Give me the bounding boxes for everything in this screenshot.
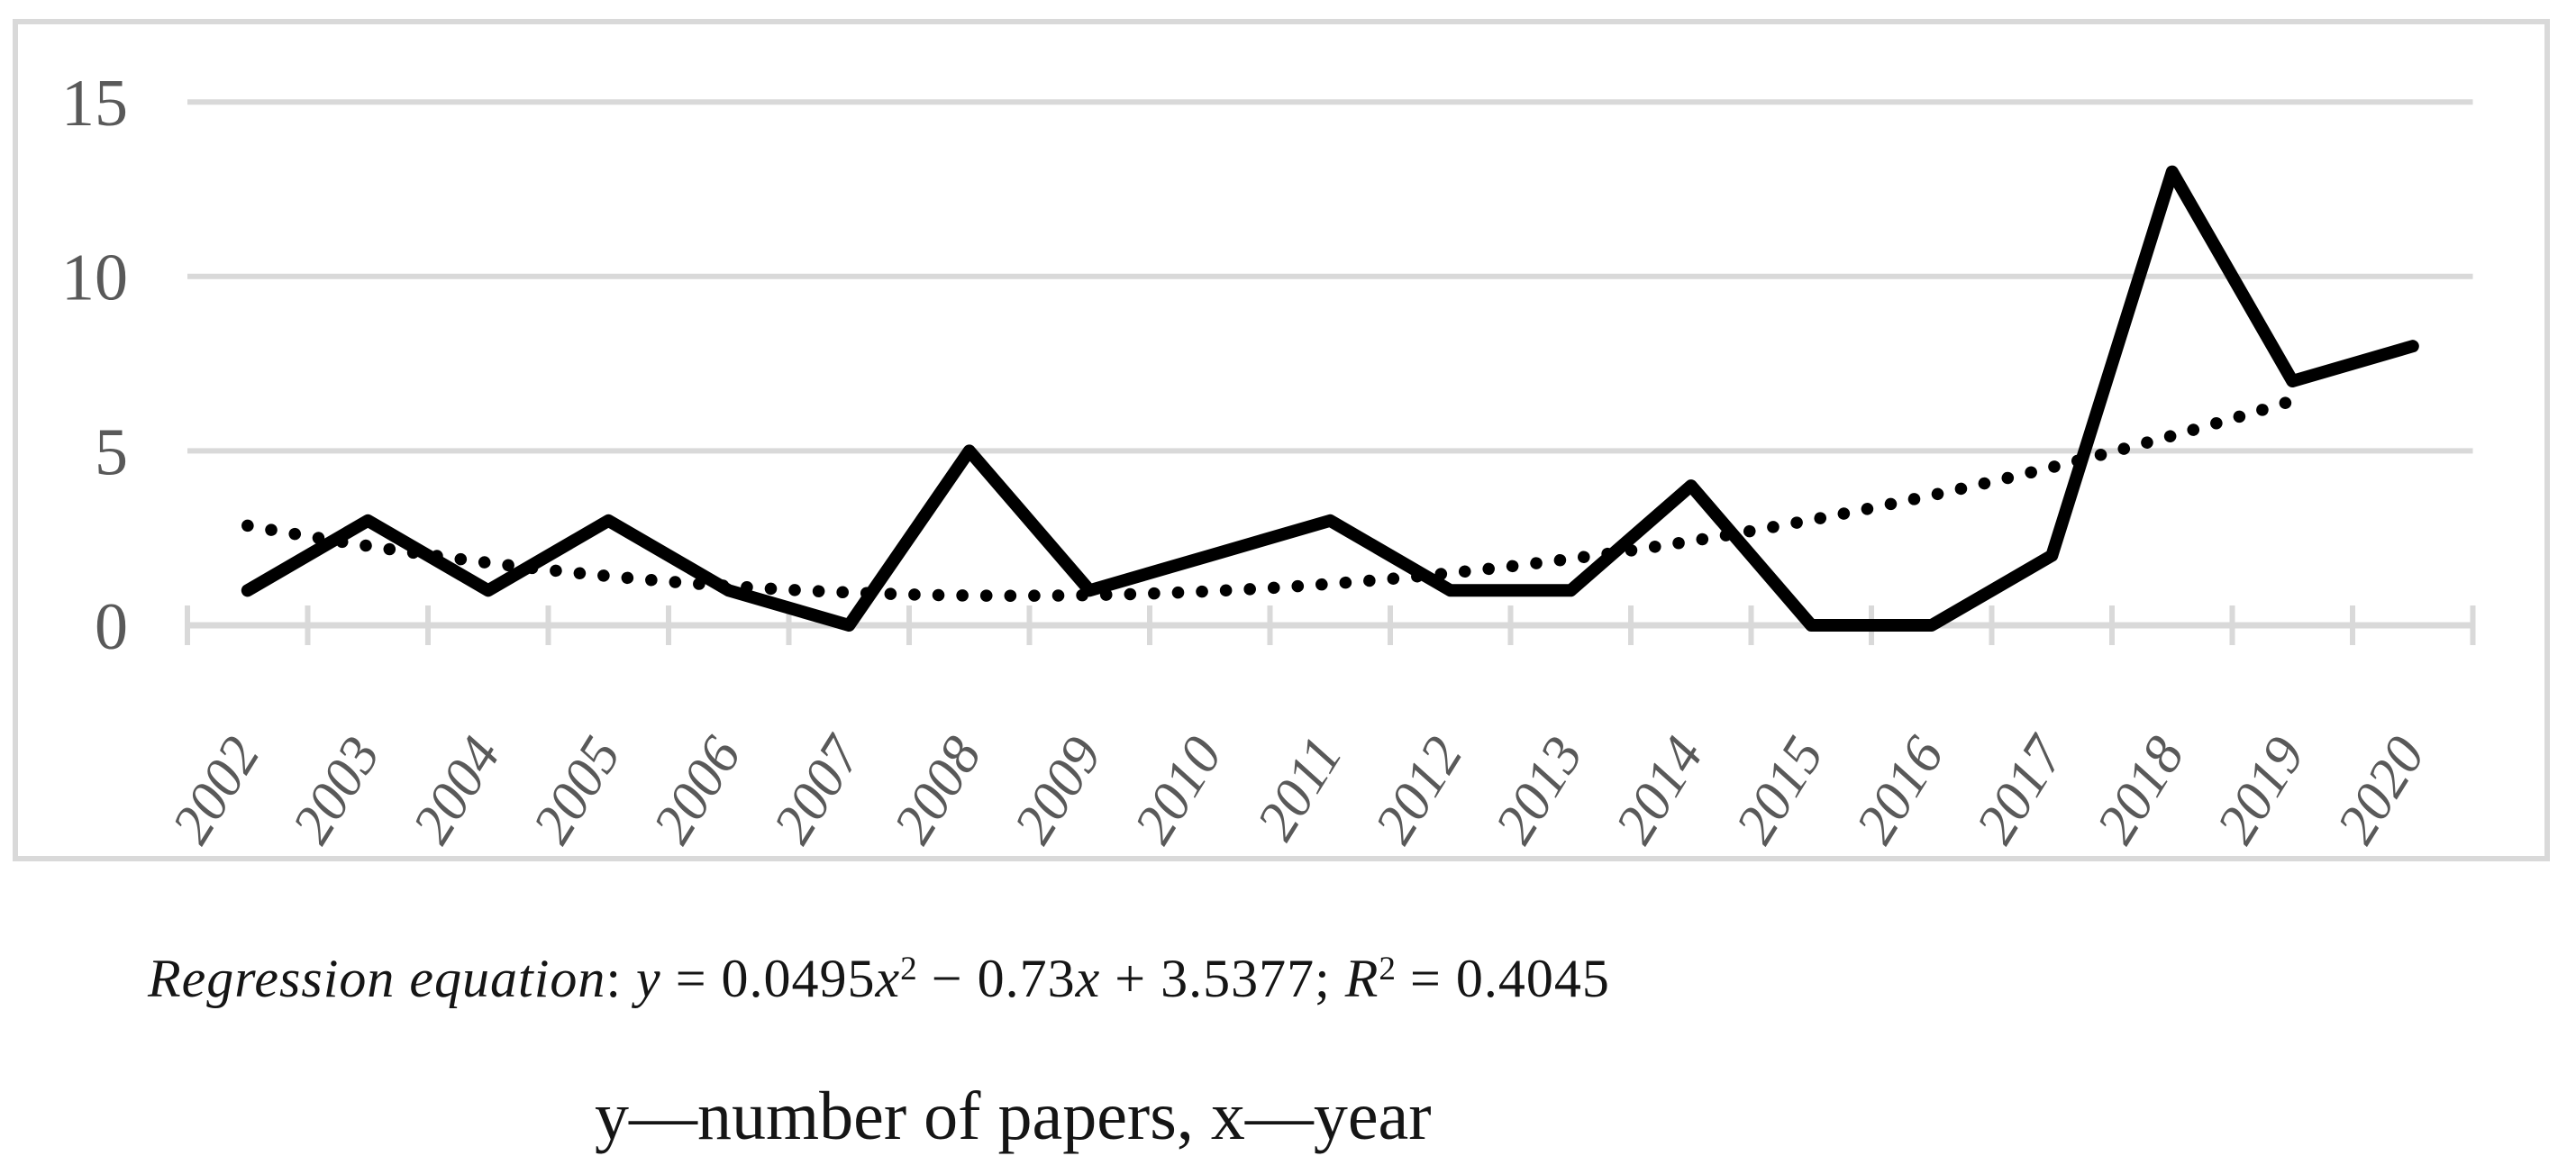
x-tick-label-2004: 2004 (401, 726, 512, 853)
x-tick-label-2010: 2010 (1123, 726, 1233, 853)
x-tick-label-2017: 2017 (1965, 724, 2078, 854)
x-tick-label-2019: 2019 (2206, 726, 2317, 853)
x-tick-label-2002: 2002 (160, 726, 271, 853)
y-tick-label: 0 (95, 590, 128, 664)
equation-part: Regression equation (148, 949, 606, 1008)
equation-part: : (605, 949, 637, 1008)
equation-part: − 0.73 (916, 949, 1076, 1008)
x-tick-label-2014: 2014 (1604, 726, 1715, 853)
equation-part: 2 (900, 951, 917, 988)
regression-equation: Regression equation: y = 0.0495x2 − 0.73… (148, 948, 1610, 1010)
equation-part: = 0.4045 (1396, 949, 1610, 1008)
x-tick-label-2006: 2006 (642, 726, 752, 853)
equation-part: x (875, 949, 901, 1008)
x-tick-label-2007: 2007 (762, 724, 875, 854)
equation-part: y (636, 949, 661, 1008)
equation-part: + 3.5377; (1100, 949, 1345, 1008)
y-tick-label: 10 (61, 241, 128, 315)
x-tick-label-2013: 2013 (1484, 726, 1595, 853)
equation-part: R (1344, 949, 1379, 1008)
x-tick-label-2016: 2016 (1844, 726, 1955, 853)
y-tick-label: 15 (61, 67, 128, 141)
x-tick-label-2011: 2011 (1245, 726, 1354, 850)
x-tick-label-2008: 2008 (882, 726, 993, 853)
equation-part: = 0.0495 (660, 949, 876, 1008)
x-tick-label-2015: 2015 (1725, 726, 1835, 853)
x-tick-label-2020: 2020 (2326, 726, 2436, 853)
y-tick-label: 5 (95, 415, 128, 489)
variables-note: y—number of papers, x—year (595, 1079, 1432, 1154)
x-tick-label-2012: 2012 (1363, 726, 1474, 853)
x-tick-label-2003: 2003 (281, 726, 392, 853)
series-line-papers (241, 165, 2419, 632)
equation-part: 2 (1379, 951, 1397, 988)
x-tick-label-2009: 2009 (1003, 726, 1114, 853)
equation-part: x (1075, 949, 1101, 1008)
chart-frame: 0 5 10 15 2002 2003 2004 2005 2006 2007 2008 2009 20… (13, 19, 2550, 861)
x-tick-label-2005: 2005 (522, 726, 633, 853)
trendline-dotted (241, 395, 2299, 602)
x-tick-label-2018: 2018 (2085, 726, 2196, 853)
